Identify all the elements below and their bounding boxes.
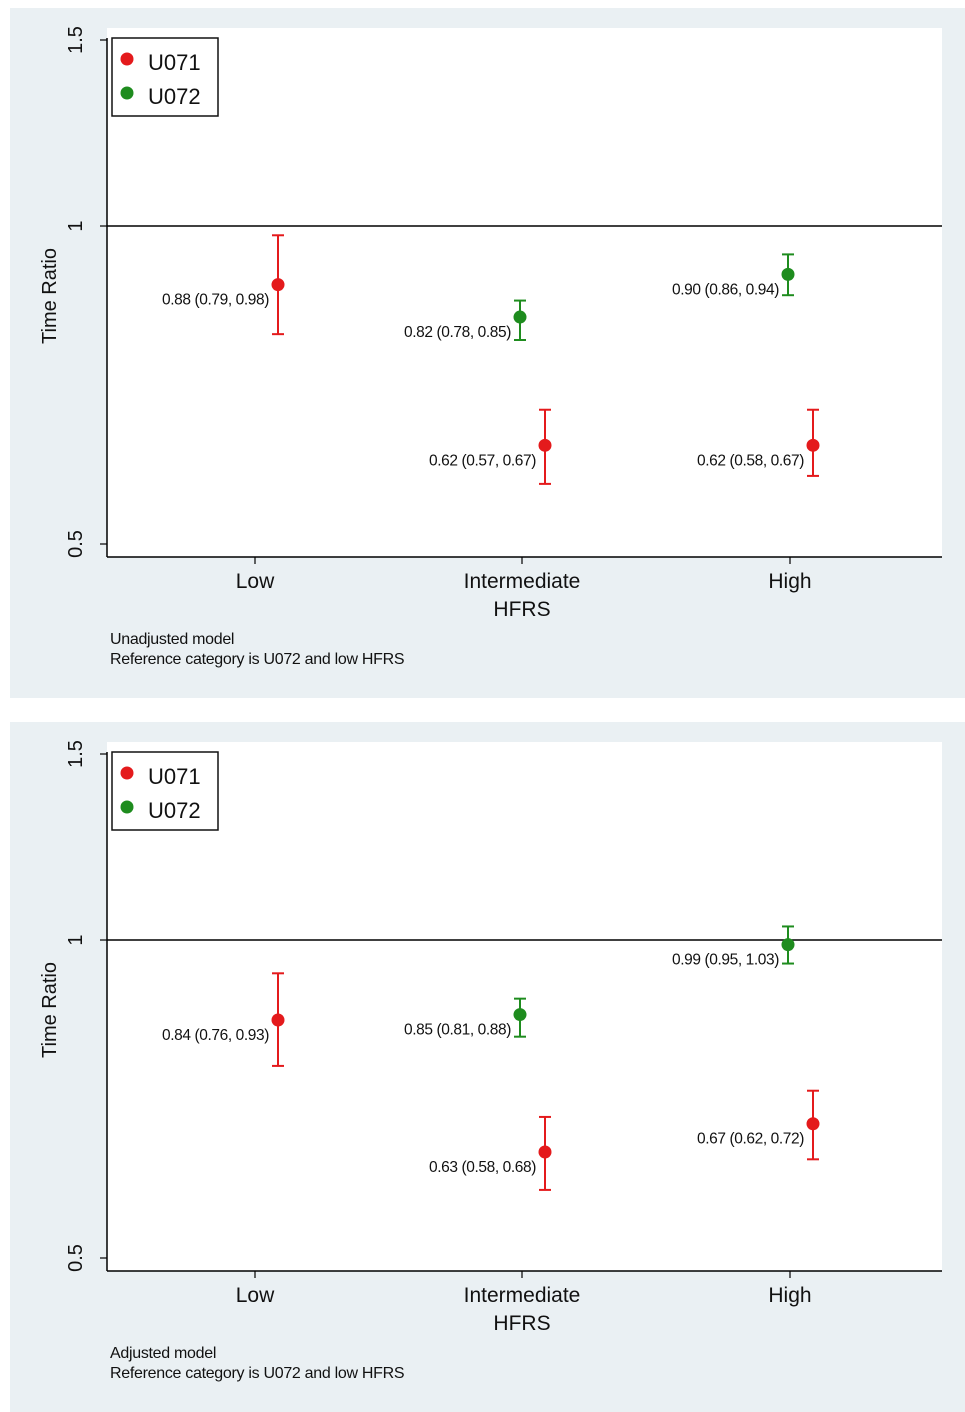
data-label: 0.99 (0.95, 1.03): [672, 952, 779, 969]
x-tick-label: Intermediate: [464, 1284, 581, 1307]
data-label: 0.67 (0.62, 0.72): [697, 1131, 804, 1148]
note-model: Adjusted model: [110, 1345, 217, 1362]
y-tick-label: 0.5: [65, 530, 87, 558]
data-point: [781, 938, 795, 952]
data-point: [271, 1013, 285, 1027]
y-axis-title: Time Ratio: [39, 962, 61, 1058]
legend-label: U072: [148, 84, 201, 109]
data-point: [781, 267, 795, 281]
chart-svg-adjusted: 0.5 1 1.5 Time Ratio Low Intermediate High HFRS…: [39, 740, 942, 1335]
legend-box: [111, 751, 219, 831]
x-tick-label: High: [768, 570, 811, 593]
legend-marker: [120, 52, 134, 66]
data-label: 0.84 (0.76, 0.93): [162, 1027, 269, 1044]
y-tick-label: 1.5: [65, 26, 87, 54]
data-point-group: 0.90 (0.86, 0.94): [672, 253, 795, 298]
note-reference: Reference category is U072 and low HFRS: [110, 651, 405, 668]
x-tick-label: Low: [236, 1284, 275, 1307]
x-axis-title: HFRS: [493, 598, 550, 621]
data-point-group: 0.82 (0.78, 0.85): [404, 299, 527, 341]
x-axis-title: HFRS: [493, 1312, 550, 1335]
data-point: [538, 438, 552, 452]
legend-label: U071: [148, 764, 201, 789]
legend-box: [111, 37, 219, 117]
data-label: 0.62 (0.57, 0.67): [429, 452, 536, 469]
data-point-group: 0.62 (0.57, 0.67): [429, 408, 552, 485]
legend-marker: [120, 86, 134, 100]
data-label: 0.82 (0.78, 0.85): [404, 324, 511, 341]
y-tick-label: 1: [65, 934, 87, 945]
data-point-group: 0.84 (0.76, 0.93): [162, 972, 285, 1067]
chart-svg-unadjusted: 0.5 1 1.5 Time Ratio Low Intermediate High HFRS…: [39, 26, 942, 621]
legend: U071 U072: [111, 37, 219, 117]
chart-panel-unadjusted: 0.5 1 1.5 Time Ratio Low Intermediate High HFRS…: [10, 8, 965, 698]
data-point: [806, 1117, 820, 1131]
plot-area: [107, 28, 942, 557]
data-label: 0.90 (0.86, 0.94): [672, 281, 779, 298]
data-point-group: 0.99 (0.95, 1.03): [672, 925, 795, 969]
legend-label: U072: [148, 798, 201, 823]
x-tick-label: High: [768, 1284, 811, 1307]
data-point: [271, 278, 285, 292]
data-point-group: 0.88 (0.79, 0.98): [162, 234, 285, 336]
y-axis-title: Time Ratio: [39, 248, 61, 344]
data-point-group: 0.62 (0.58, 0.67): [697, 408, 820, 477]
legend: U071 U072: [111, 751, 219, 831]
x-tick-label: Intermediate: [464, 570, 581, 593]
data-label: 0.85 (0.81, 0.88): [404, 1022, 511, 1039]
data-point-group: 0.63 (0.58, 0.68): [429, 1115, 552, 1191]
x-tick-label: Low: [236, 570, 275, 593]
note-reference: Reference category is U072 and low HFRS: [110, 1365, 405, 1382]
data-point: [513, 1008, 527, 1022]
legend-marker: [120, 766, 134, 780]
legend-marker: [120, 800, 134, 814]
data-point: [806, 438, 820, 452]
data-point: [538, 1145, 552, 1159]
plot-area: [107, 742, 942, 1271]
y-tick-label: 1.5: [65, 740, 87, 768]
note-model: Unadjusted model: [110, 631, 235, 648]
data-point-group: 0.85 (0.81, 0.88): [404, 997, 527, 1039]
legend-label: U071: [148, 50, 201, 75]
data-label: 0.62 (0.58, 0.67): [697, 452, 804, 469]
data-point: [513, 310, 527, 324]
chart-panel-adjusted: 0.5 1 1.5 Time Ratio Low Intermediate High HFRS…: [10, 722, 965, 1412]
y-tick-label: 1: [65, 220, 87, 231]
data-point-group: 0.67 (0.62, 0.72): [697, 1089, 820, 1161]
data-label: 0.63 (0.58, 0.68): [429, 1159, 536, 1176]
data-label: 0.88 (0.79, 0.98): [162, 292, 269, 309]
y-tick-label: 0.5: [65, 1244, 87, 1272]
